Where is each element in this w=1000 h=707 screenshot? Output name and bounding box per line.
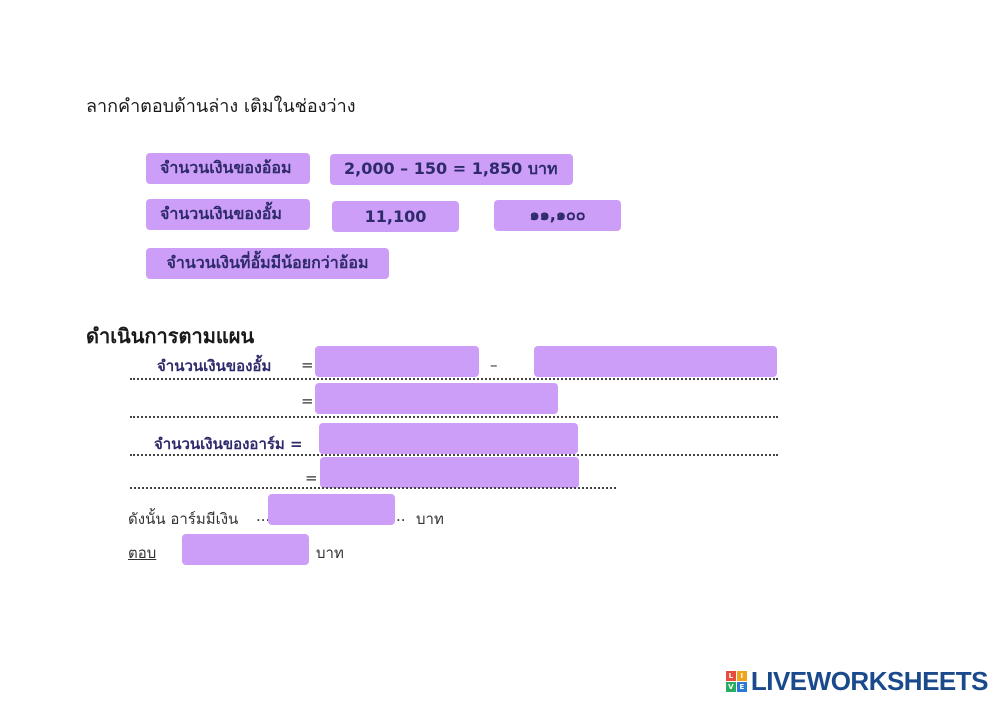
- liveworksheets-icon: L I V E: [725, 671, 747, 692]
- drop-zone-6[interactable]: [268, 494, 395, 525]
- liveworksheets-logo: L I V E LIVEWORKSHEETS: [725, 666, 989, 697]
- drop-zone-3[interactable]: [315, 383, 558, 414]
- row2-equals: =: [301, 392, 314, 410]
- instruction-text: ลากคำตอบด้านล่าง เติมในช่องว่าง: [86, 96, 356, 117]
- baht-unit-1: บาท: [416, 510, 444, 528]
- answer-label: ตอบ: [128, 544, 157, 562]
- minus-sign: –: [490, 356, 498, 374]
- baht-unit-2: บาท: [316, 544, 344, 562]
- chip-aom-calculation[interactable]: 2,000 – 150 = 1,850 บาท: [330, 154, 573, 185]
- chip-difference[interactable]: จำนวนเงินที่อั้มมีน้อยกว่าอ้อม: [146, 248, 389, 279]
- chip-um-money[interactable]: จำนวนเงินของอั้ม: [146, 199, 310, 230]
- chip-number-thai[interactable]: ๑๑,๑๐๐: [494, 200, 621, 231]
- drop-zone-answer[interactable]: [182, 534, 309, 565]
- row1-equals: =: [301, 356, 314, 374]
- conclusion-label: ดังนั้น อาร์มมีเงิน: [128, 510, 239, 528]
- row1-label: จำนวนเงินของอั้ม: [157, 357, 272, 375]
- ellipsis-right: ..: [396, 507, 406, 525]
- dotted-line-1: [130, 378, 778, 380]
- drop-zone-1[interactable]: [315, 346, 479, 377]
- chip-number-arabic[interactable]: 11,100: [332, 201, 459, 232]
- dotted-line-3: [130, 454, 778, 456]
- dotted-line-4: [130, 487, 616, 489]
- section-heading: ดำเนินการตามแผน: [86, 324, 255, 348]
- brand-name: LIVEWORKSHEETS: [750, 666, 989, 696]
- row4-equals: =: [305, 469, 318, 487]
- row3-label: จำนวนเงินของอาร์ม =: [154, 435, 303, 453]
- ellipsis-left: ...: [256, 507, 271, 525]
- drop-zone-5[interactable]: [320, 457, 579, 488]
- drop-zone-4[interactable]: [319, 423, 578, 454]
- dotted-line-2: [130, 416, 778, 418]
- drop-zone-2[interactable]: [534, 346, 777, 377]
- chip-aom-money[interactable]: จำนวนเงินของอ้อม: [146, 153, 310, 184]
